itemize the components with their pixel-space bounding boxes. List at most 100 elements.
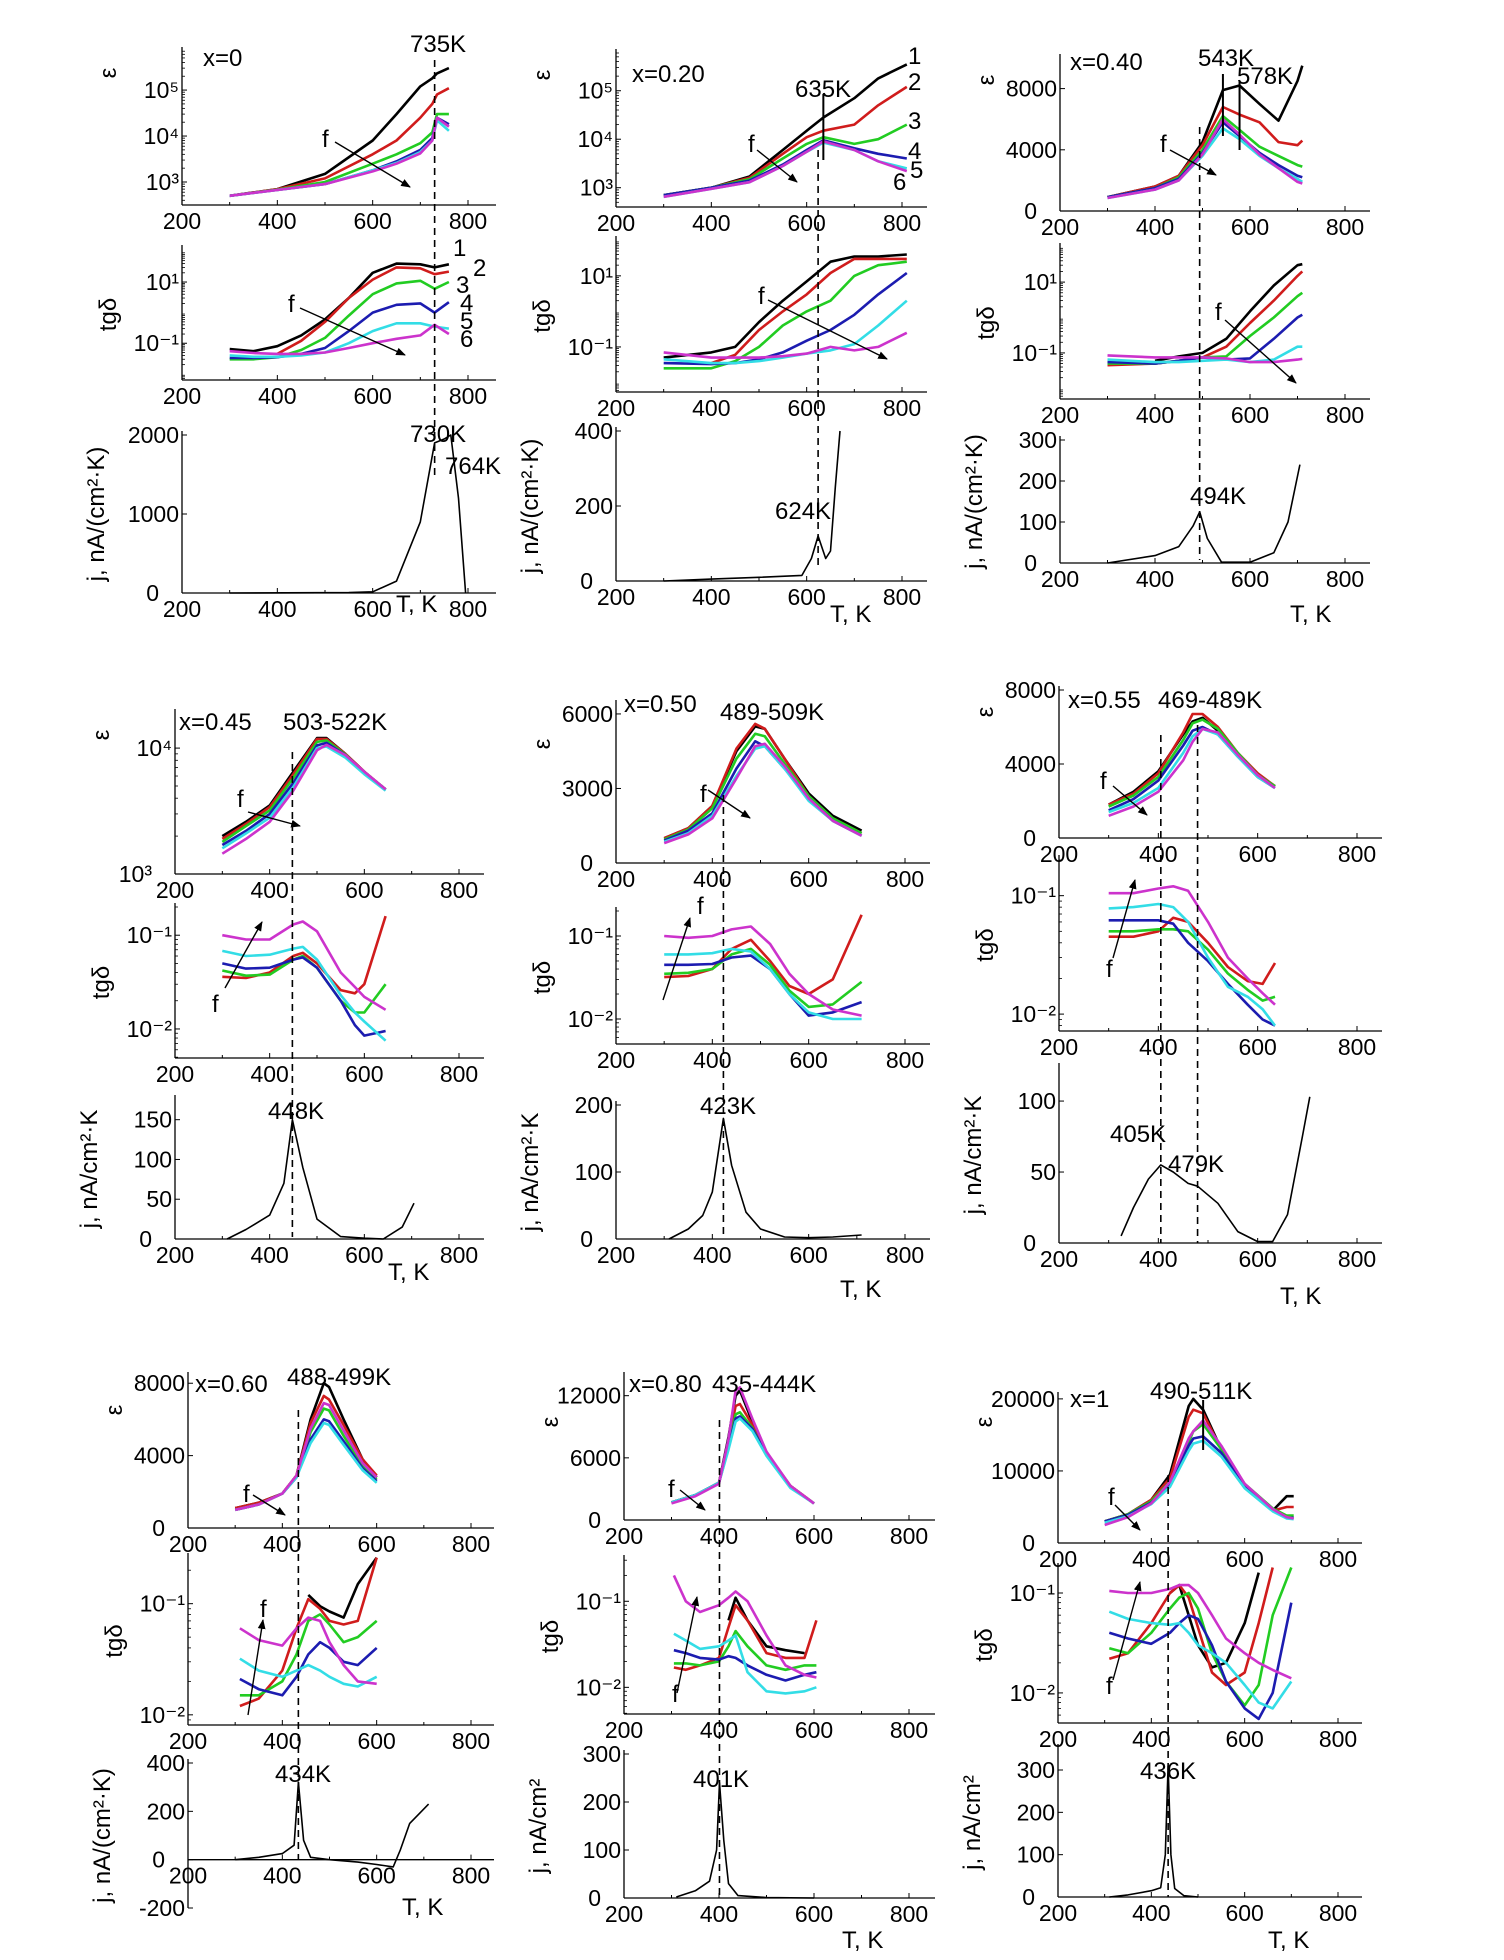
frequency-arrow <box>1112 785 1148 816</box>
y-axis-label: tgδ <box>529 961 556 994</box>
x-tick-label: 600 <box>357 1531 395 1557</box>
y-axis-label: j, nA/cm² <box>525 1779 552 1875</box>
y-tick-label: 200 <box>575 1092 613 1118</box>
series-line-1 <box>668 1117 862 1240</box>
x-tick-label: 600 <box>795 1717 833 1743</box>
series-line-2 <box>1108 1567 1274 1687</box>
x-tick-label: 400 <box>693 1047 731 1073</box>
x-tick-label: 200 <box>156 1242 194 1268</box>
series-line-5 <box>1108 1610 1293 1710</box>
y-tick-label: 200 <box>1017 1799 1055 1825</box>
x-tick-label: 600 <box>1238 1246 1276 1272</box>
series-line-1 <box>727 1596 805 1655</box>
x-tick-label: 200 <box>163 383 201 409</box>
frequency-arrow <box>756 149 798 183</box>
annotation-label: T, K <box>402 1894 443 1921</box>
series-line-6 <box>1109 1583 1292 1680</box>
y-tick-label: 20000 <box>991 1386 1055 1412</box>
x-tick-label: 800 <box>449 208 487 234</box>
y-tick-label: 400 <box>147 1750 185 1776</box>
annotation-label: f <box>1100 768 1107 795</box>
y-tick-label: 10⁻² <box>1010 1680 1056 1706</box>
series-line-6 <box>221 743 387 855</box>
x-tick-label: 400 <box>1132 1546 1170 1572</box>
x-tick-label: 800 <box>1319 1546 1357 1572</box>
annotation-label: 5 <box>910 157 923 184</box>
annotation-label: 469-489K <box>1158 687 1262 714</box>
x-tick-label: 400 <box>258 596 296 622</box>
x-tick-label: 200 <box>156 1061 194 1087</box>
x-tick-label: 400 <box>693 866 731 892</box>
x-tick-label: 600 <box>789 866 827 892</box>
series-line-2 <box>239 1557 378 1708</box>
frequency-arrow <box>679 1489 706 1511</box>
y-axis-label: ε <box>973 74 1000 85</box>
annotation-label: f <box>237 786 244 813</box>
y-axis-label: j, nA/(cm²·K) <box>517 439 544 575</box>
y-tick-label: 8000 <box>134 1370 185 1396</box>
x-tick-label: 400 <box>1139 1246 1177 1272</box>
frequency-arrow <box>334 141 411 188</box>
x-tick-label: 600 <box>345 1061 383 1087</box>
series-line-6 <box>1104 1419 1294 1527</box>
x-tick-label: 800 <box>440 877 478 903</box>
y-tick-label: 0 <box>1024 550 1037 576</box>
annotation-label: 1 <box>908 43 921 70</box>
series-line-5 <box>664 947 862 1021</box>
y-tick-label: 6000 <box>570 1445 621 1471</box>
annotation-label: f <box>1106 956 1113 983</box>
series-line-1 <box>226 1118 415 1240</box>
x-tick-label: 200 <box>1040 1034 1078 1060</box>
x-tick-label: 600 <box>353 383 391 409</box>
x-tick-label: 600 <box>1231 214 1269 240</box>
y-tick-label: 50 <box>146 1186 172 1212</box>
x-tick-label: 600 <box>789 1047 827 1073</box>
y-tick-label: 100 <box>583 1837 621 1863</box>
series-line-2 <box>1107 105 1304 199</box>
series-line-5 <box>229 322 450 359</box>
y-tick-label: 10⁻² <box>576 1674 622 1700</box>
y-axis-label: ε <box>537 1416 564 1427</box>
series-line-4 <box>673 1648 817 1682</box>
frequency-arrow <box>707 789 751 819</box>
x-tick-label: 800 <box>1319 1900 1357 1926</box>
panel-j: 200 400 600 800 0 100 200 300 j, nA/(cm²·K) <box>961 427 1370 592</box>
series-line-4 <box>664 954 863 1017</box>
annotation-label: x=0.20 <box>632 61 705 88</box>
y-tick-label: 100 <box>575 1159 613 1185</box>
x-tick-label: 800 <box>883 210 921 236</box>
series-line-6 <box>1107 117 1303 200</box>
annotation-label: x=0.40 <box>1070 49 1143 76</box>
annotation-label: T, K <box>840 1276 881 1303</box>
series-line-4 <box>1107 121 1303 199</box>
y-tick-label: 10000 <box>991 1458 1055 1484</box>
frequency-arrow <box>676 1596 700 1694</box>
x-tick-label: 400 <box>1139 841 1177 867</box>
y-tick-label: 0 <box>1023 1230 1036 1256</box>
x-tick-label: 800 <box>886 1242 924 1268</box>
panel-eps: 200 400 600 800 0 3000 6000 ε <box>529 700 930 892</box>
annotation-label: f <box>212 991 219 1018</box>
x-tick-label: 200 <box>1041 402 1079 428</box>
panel-eps: 200 400 600 800 10³ 10⁴ ε <box>88 709 484 903</box>
y-tick-label: 3000 <box>562 775 613 801</box>
y-tick-label: 0 <box>580 850 593 876</box>
x-tick-label: 200 <box>605 1717 643 1743</box>
annotation-label: x=0 <box>203 45 242 72</box>
x-tick-label: 600 <box>787 210 825 236</box>
frequency-arrow <box>247 1619 266 1716</box>
x-tick-label: 600 <box>1225 1726 1263 1752</box>
annotation-label: 488-499K <box>287 1364 391 1391</box>
x-tick-label: 800 <box>452 1863 490 1889</box>
x-tick-label: 800 <box>452 1531 490 1557</box>
annotation-label: f <box>668 1476 675 1503</box>
x-tick-label: 400 <box>1136 214 1174 240</box>
series-line-6 <box>671 1386 815 1505</box>
annotation-label: 435-444K <box>712 1371 816 1398</box>
series-line-6 <box>229 116 450 198</box>
